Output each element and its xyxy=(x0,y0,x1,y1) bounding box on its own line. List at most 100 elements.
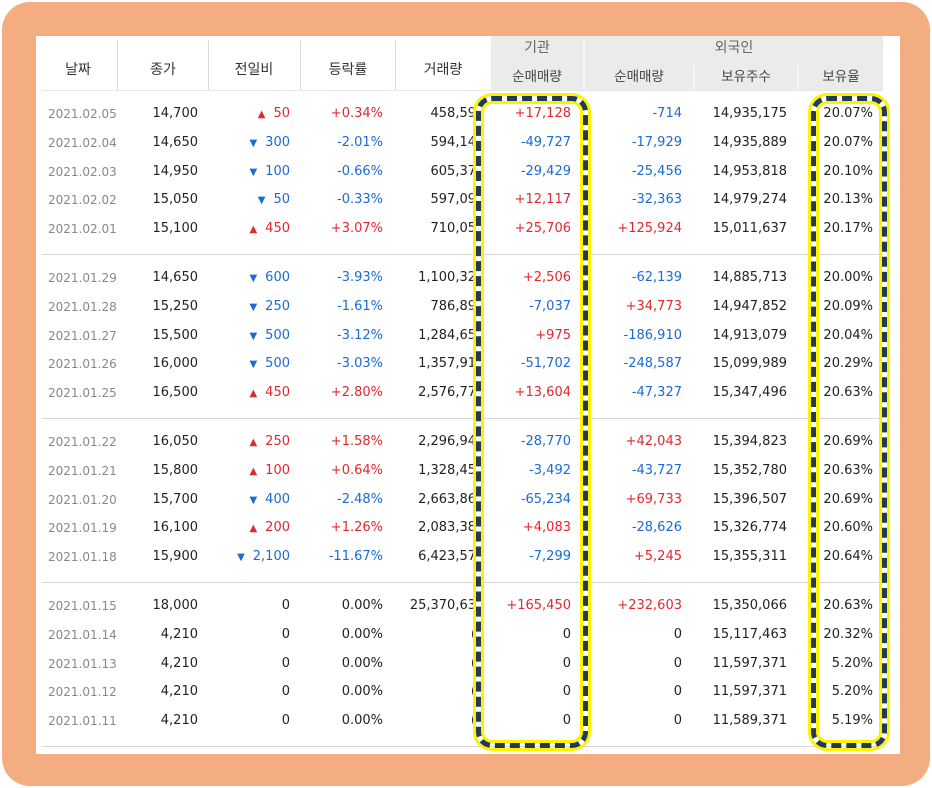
cell-close: 16,100 xyxy=(152,520,199,536)
table-row: 2021.02.01 15,100 ▲ 450 +3.07% 710,05 +25,706 +… xyxy=(36,215,900,243)
cell-ratio: 20.60% xyxy=(823,520,873,536)
cell-volume: ( xyxy=(470,684,476,700)
cell-change: ▲ 100 xyxy=(209,457,290,485)
cell-change: ▲ 450 xyxy=(209,379,290,407)
cell-rate: +1.58% xyxy=(330,434,383,449)
cell-rate: +0.34% xyxy=(330,106,383,121)
cell-foreign: -43,727 xyxy=(631,462,682,478)
table-row: 2021.01.12 4,210 0 0.00% (0 0 11,597,371 5.20% xyxy=(36,678,900,706)
cell-volume: 458,59 xyxy=(430,106,477,121)
cell-ratio: 20.13% xyxy=(823,192,873,208)
up-arrow-icon: ▲ xyxy=(249,388,258,400)
cell-close: 15,800 xyxy=(152,462,199,478)
cell-volume: ( xyxy=(470,626,476,642)
header-volume[interactable]: 거래량 xyxy=(423,62,463,78)
cell-inst: -49,727 xyxy=(520,134,571,150)
cell-foreign: +232,603 xyxy=(617,598,682,613)
table-row: 2021.01.19 16,100 ▲ 200 +1.26% 2,083,38 +4,083… xyxy=(36,514,900,542)
cell-foreign: +5,245 xyxy=(633,549,682,565)
cell-date: 2021.01.12 xyxy=(48,685,117,700)
cell-date: 2021.01.13 xyxy=(48,656,117,671)
table-row: 2021.02.02 15,050 ▼ 50 -0.33% 597,09 +12,117 -3… xyxy=(36,186,900,214)
cell-holdings: 15,352,780 xyxy=(712,462,787,478)
table-row: 2021.01.14 4,210 0 0.00% (0 0 15,117,463 20.32% xyxy=(36,621,900,649)
cell-inst: +2,506 xyxy=(522,270,571,285)
cell-close: 15,250 xyxy=(152,298,199,314)
cell-volume: 2,576,77 xyxy=(418,385,476,401)
cell-inst: +975 xyxy=(535,327,571,343)
change-value: 500 xyxy=(265,327,290,343)
cell-close: 15,900 xyxy=(152,549,199,565)
header-change[interactable]: 전일비 xyxy=(234,62,274,78)
cell-date: 2021.02.05 xyxy=(48,107,117,121)
cell-date: 2021.01.27 xyxy=(48,328,117,343)
cell-date: 2021.01.11 xyxy=(48,714,117,729)
cell-rate: -2.48% xyxy=(337,491,383,507)
cell-close: 14,950 xyxy=(152,163,199,179)
header-ratio[interactable]: 보유율 xyxy=(822,69,860,85)
up-arrow-icon: ▲ xyxy=(249,523,258,535)
cell-change: 0 xyxy=(209,707,290,735)
header-divider xyxy=(583,38,585,90)
cell-holdings: 14,947,852 xyxy=(712,298,787,314)
cell-inst: +17,128 xyxy=(514,106,571,121)
cell-date: 2021.01.28 xyxy=(48,299,117,314)
cell-foreign: -186,910 xyxy=(623,327,682,343)
table-row: 2021.01.27 15,500 ▼ 500 -3.12% 1,284,65 +975 -1… xyxy=(36,322,900,350)
cell-holdings: 11,597,371 xyxy=(712,684,787,700)
cell-close: 15,100 xyxy=(152,221,199,237)
cell-volume: 6,423,57 xyxy=(418,549,476,565)
cell-date: 2021.02.03 xyxy=(48,164,117,179)
down-arrow-icon: ▼ xyxy=(257,195,266,207)
cell-volume: ( xyxy=(470,655,476,671)
down-arrow-icon: ▼ xyxy=(249,494,258,506)
change-value: 50 xyxy=(273,192,290,208)
cell-change: ▲ 450 xyxy=(209,215,290,243)
header-date[interactable]: 날짜 xyxy=(65,62,91,78)
cell-holdings: 15,117,463 xyxy=(712,626,787,642)
change-value: 300 xyxy=(265,134,290,150)
cell-foreign: +42,043 xyxy=(625,434,682,449)
up-arrow-icon: ▲ xyxy=(249,465,258,477)
cell-close: 16,050 xyxy=(152,434,199,449)
cell-ratio: 20.64% xyxy=(823,549,873,565)
cell-foreign: -714 xyxy=(652,106,682,121)
cell-holdings: 14,885,713 xyxy=(712,270,787,285)
group-header-background xyxy=(491,36,883,90)
cell-date: 2021.01.18 xyxy=(48,550,117,565)
cell-date: 2021.01.21 xyxy=(48,463,117,478)
cell-inst: -7,299 xyxy=(529,549,571,565)
cell-rate: +0.64% xyxy=(330,462,383,478)
cell-foreign: 0 xyxy=(673,655,682,671)
table-row: 2021.01.26 16,000 ▼ 500 -3.03% 1,357,91 -51,70… xyxy=(36,350,900,378)
cell-holdings: 15,326,774 xyxy=(712,520,787,536)
cell-change: 0 xyxy=(209,650,290,678)
cell-holdings: 11,597,371 xyxy=(712,655,787,671)
up-arrow-icon: ▲ xyxy=(249,437,258,448)
cell-ratio: 20.17% xyxy=(823,221,873,237)
down-arrow-icon: ▼ xyxy=(249,359,258,371)
cell-rate: -0.33% xyxy=(337,192,383,208)
cell-close: 15,700 xyxy=(152,491,199,507)
header-rate[interactable]: 등락률 xyxy=(328,62,368,78)
cell-foreign: 0 xyxy=(673,684,682,700)
cell-rate: 0.00% xyxy=(341,684,383,700)
group-separator xyxy=(42,254,883,255)
header-foreign-net[interactable]: 순매매량 xyxy=(614,69,664,85)
cell-volume: 594,14 xyxy=(430,134,477,150)
cell-holdings: 15,350,066 xyxy=(712,598,787,613)
cell-foreign: -62,139 xyxy=(631,270,682,285)
change-value: 250 xyxy=(265,298,290,314)
cell-rate: 0.00% xyxy=(341,598,383,613)
header-holdings[interactable]: 보유주수 xyxy=(721,69,771,85)
header-divider xyxy=(395,40,396,90)
cell-change: ▼ 50 xyxy=(209,186,290,214)
cell-inst: -29,429 xyxy=(520,163,571,179)
cell-rate: +2.80% xyxy=(330,385,383,401)
header-institution-group: 기관 xyxy=(524,40,550,56)
cell-rate: -3.12% xyxy=(337,327,383,343)
cell-change: ▼ 100 xyxy=(209,158,290,186)
header-close[interactable]: 종가 xyxy=(150,62,176,78)
cell-inst: -7,037 xyxy=(529,298,571,314)
header-inst-net[interactable]: 순매매량 xyxy=(512,69,562,85)
